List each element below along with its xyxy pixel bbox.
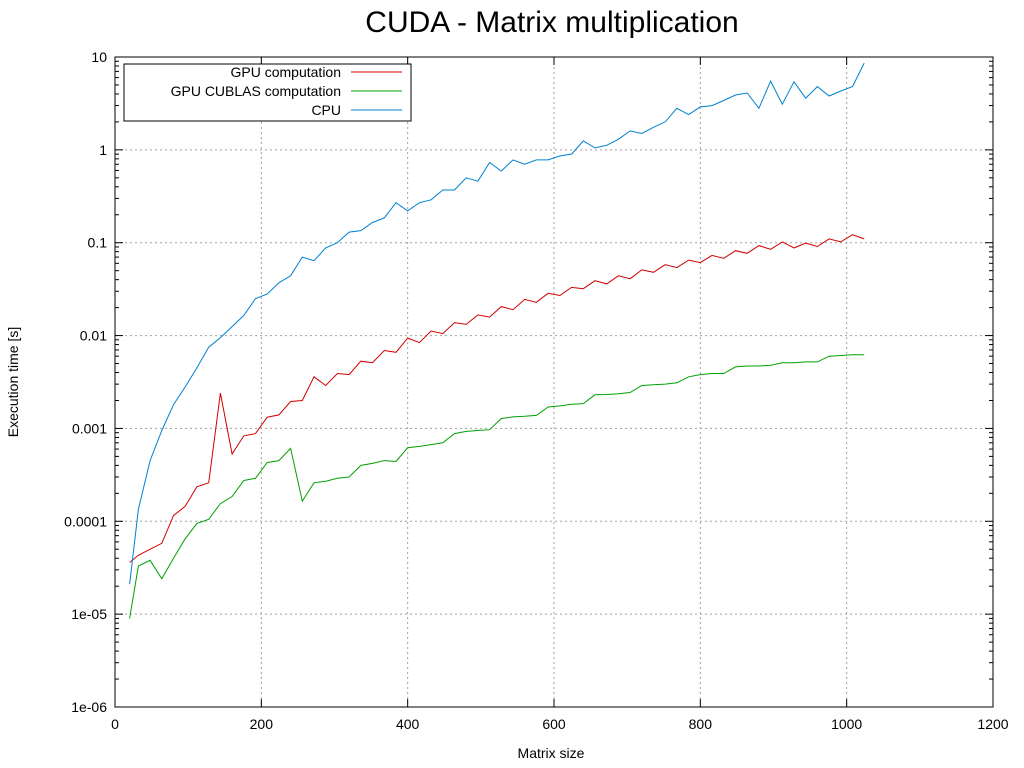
grid-lines — [115, 57, 993, 707]
y-tick-label: 10 — [91, 49, 107, 65]
series-line-gpu — [129, 234, 865, 563]
series-line-cublas — [129, 354, 865, 619]
y-tick-label: 0.1 — [88, 235, 108, 251]
legend-label-cpu: CPU — [311, 102, 341, 118]
x-tick-label: 200 — [250, 716, 274, 732]
x-tick-label: 0 — [111, 716, 119, 732]
series-line-cpu — [129, 62, 865, 585]
x-tick-label: 600 — [542, 716, 566, 732]
x-tick-label: 400 — [396, 716, 420, 732]
legend-label-gpu: GPU computation — [231, 64, 342, 80]
y-tick-label: 1e-06 — [71, 699, 107, 715]
chart-title: CUDA - Matrix multiplication — [365, 6, 738, 39]
legend-label-cublas: GPU CUBLAS computation — [171, 83, 341, 99]
y-tick-label: 0.001 — [72, 420, 107, 436]
x-axis-label: Matrix size — [518, 745, 585, 761]
y-tick-label: 1e-05 — [71, 606, 107, 622]
legend-box — [123, 63, 412, 122]
y-axis-label: Execution time [s] — [5, 327, 21, 438]
y-tick-label: 0.0001 — [64, 513, 107, 529]
y-tick-label: 0.01 — [80, 328, 107, 344]
x-tick-label: 1200 — [977, 716, 1008, 732]
legend: GPU computation GPU CUBLAS computation C… — [123, 63, 412, 122]
series-lines — [129, 62, 865, 619]
x-tick-label: 1000 — [831, 716, 862, 732]
y-tick-label: 1 — [99, 142, 107, 158]
x-tick-label: 800 — [689, 716, 713, 732]
plot-frame — [114, 56, 994, 708]
axis-ticks: 0 200 400 600 800 1000 1200 1e-06 1e-05 0.0001 0.0… — [64, 49, 1009, 732]
